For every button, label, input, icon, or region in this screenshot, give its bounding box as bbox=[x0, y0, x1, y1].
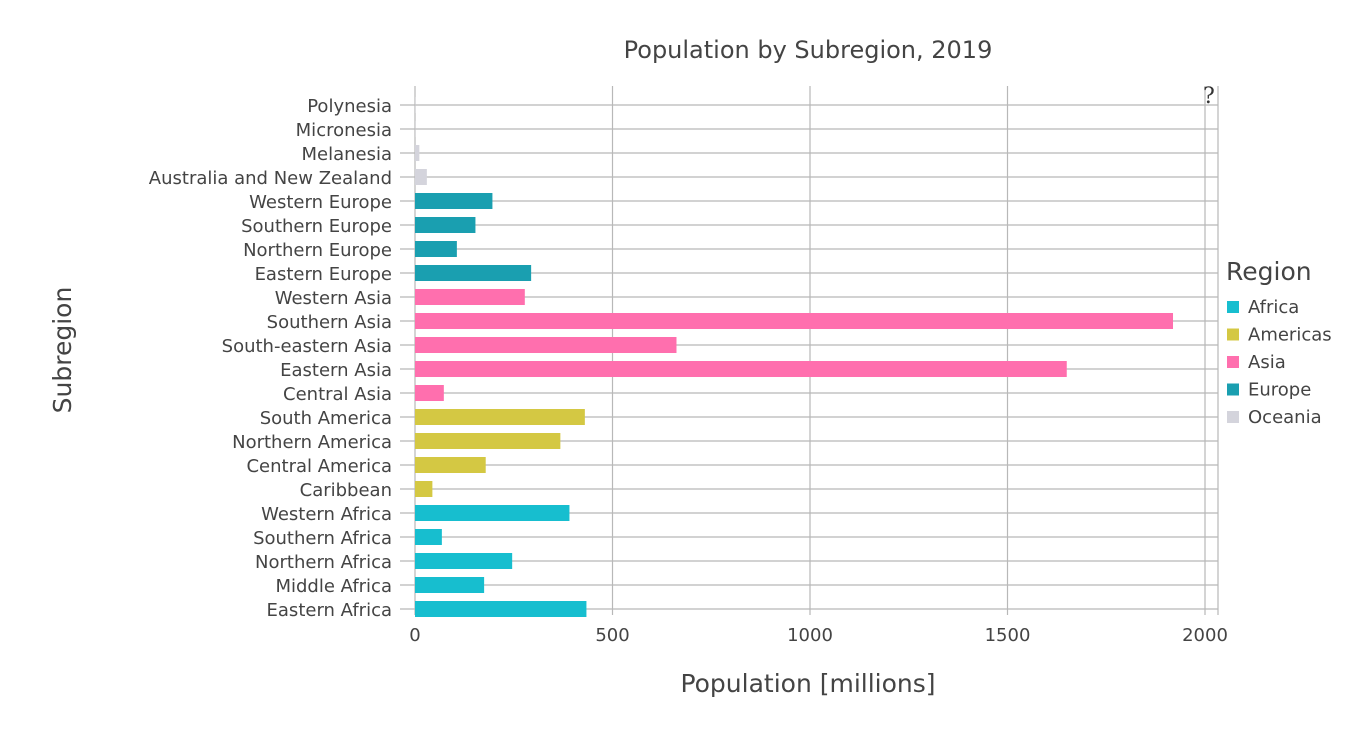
bar-south-eastern-asia[interactable] bbox=[415, 337, 676, 353]
bar-middle-africa[interactable] bbox=[415, 577, 484, 593]
bar-central-asia[interactable] bbox=[415, 385, 444, 401]
bar-western-asia[interactable] bbox=[415, 289, 525, 305]
legend-label-europe[interactable]: Europe bbox=[1248, 380, 1311, 401]
bar-southern-africa[interactable] bbox=[415, 529, 442, 545]
y-axis-label: Subregion bbox=[48, 287, 77, 414]
chart-title: Population by Subregion, 2019 bbox=[624, 36, 993, 64]
bar-australia-and-new-zealand[interactable] bbox=[415, 169, 427, 185]
bar-northern-africa[interactable] bbox=[415, 553, 512, 569]
legend-swatch-asia bbox=[1227, 356, 1239, 368]
bar-eastern-asia[interactable] bbox=[415, 361, 1067, 377]
legend-label-oceania[interactable]: Oceania bbox=[1248, 407, 1322, 428]
bars bbox=[415, 97, 1173, 617]
y-tick-label: Northern Africa bbox=[255, 552, 392, 573]
y-tick-label: Middle Africa bbox=[275, 576, 392, 597]
bar-central-america[interactable] bbox=[415, 457, 486, 473]
legend-label-africa[interactable]: Africa bbox=[1248, 297, 1299, 318]
y-tick-label: Southern Asia bbox=[267, 312, 392, 333]
x-tick-labels: 0 500 1000 1500 2000 bbox=[409, 625, 1228, 646]
legend: Region Africa Americas Asia Europe Oceania bbox=[1226, 257, 1332, 428]
y-tick-label: Western Africa bbox=[261, 504, 392, 525]
bar-caribbean[interactable] bbox=[415, 481, 432, 497]
y-tick-label: Eastern Africa bbox=[267, 600, 392, 621]
bar-eastern-africa[interactable] bbox=[415, 601, 586, 617]
y-tick-label: Melanesia bbox=[301, 144, 392, 165]
bar-northern-europe[interactable] bbox=[415, 241, 457, 257]
y-tick-label: Southern Africa bbox=[253, 528, 392, 549]
y-tick-label: Polynesia bbox=[307, 96, 392, 117]
help-icon[interactable]: ? bbox=[1203, 84, 1215, 109]
bar-south-america[interactable] bbox=[415, 409, 585, 425]
bar-southern-asia[interactable] bbox=[415, 313, 1173, 329]
x-tick-label: 2000 bbox=[1182, 625, 1228, 646]
bar-melanesia[interactable] bbox=[415, 145, 419, 161]
y-tick-label: Northern America bbox=[232, 432, 392, 453]
x-axis-label: Population [millions] bbox=[680, 669, 935, 698]
y-tick-label: Central America bbox=[246, 456, 392, 477]
bar-southern-europe[interactable] bbox=[415, 217, 475, 233]
y-tick-label: Australia and New Zealand bbox=[149, 168, 392, 189]
y-tick-label: Northern Europe bbox=[243, 240, 392, 261]
bar-western-europe[interactable] bbox=[415, 193, 492, 209]
y-tick-label: South America bbox=[260, 408, 392, 429]
y-tick-label: Micronesia bbox=[296, 120, 392, 141]
bar-western-africa[interactable] bbox=[415, 505, 569, 521]
x-tick-label: 0 bbox=[409, 625, 420, 646]
legend-swatch-americas bbox=[1227, 329, 1239, 341]
legend-label-americas[interactable]: Americas bbox=[1248, 325, 1332, 346]
y-tick-label: Southern Europe bbox=[241, 216, 392, 237]
bar-eastern-europe[interactable] bbox=[415, 265, 531, 281]
y-tick-label: Central Asia bbox=[283, 384, 392, 405]
x-tick-label: 1000 bbox=[787, 625, 833, 646]
x-tick-label: 1500 bbox=[985, 625, 1031, 646]
bar-northern-america[interactable] bbox=[415, 433, 560, 449]
y-tick-label: Western Europe bbox=[249, 192, 392, 213]
y-tick-label: South-eastern Asia bbox=[222, 336, 392, 357]
legend-swatch-oceania bbox=[1227, 411, 1239, 423]
y-tick-labels: Polynesia Micronesia Melanesia Australia an… bbox=[149, 96, 392, 621]
legend-label-asia[interactable]: Asia bbox=[1248, 352, 1286, 373]
legend-swatch-africa bbox=[1227, 301, 1239, 313]
y-tick-label: Western Asia bbox=[275, 288, 392, 309]
legend-swatch-europe bbox=[1227, 384, 1239, 396]
y-tick-label: Eastern Europe bbox=[255, 264, 392, 285]
y-tick-label: Caribbean bbox=[300, 480, 392, 501]
legend-title: Region bbox=[1226, 257, 1312, 286]
y-tick-label: Eastern Asia bbox=[280, 360, 392, 381]
x-tick-label: 500 bbox=[595, 625, 629, 646]
